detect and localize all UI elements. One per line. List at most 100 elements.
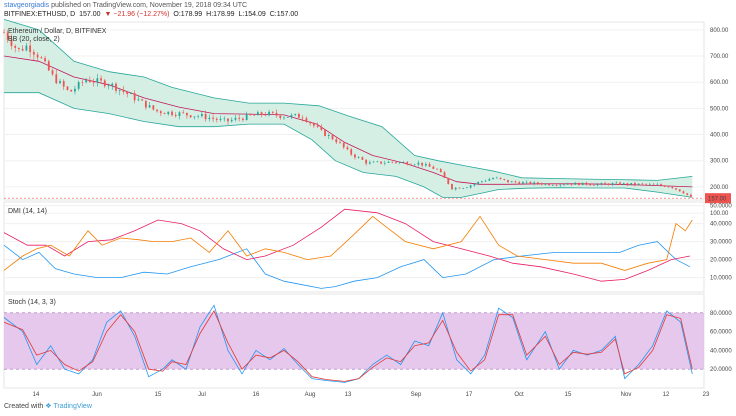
y-tick-label: 200.00 [710, 185, 729, 191]
candle-body [100, 78, 102, 81]
candle-body [47, 61, 50, 71]
chart-canvas[interactable]: 157.00 800.00 700.00 600.00 500.00 400.00 300.… [0, 0, 736, 400]
candle-body [260, 112, 263, 115]
x-tick-label: 15 [565, 392, 572, 398]
last-price-tag-label: 157.00 [708, 197, 727, 203]
candle-body [126, 91, 129, 94]
stoch-band [4, 312, 704, 370]
candle-body [510, 181, 513, 183]
y-tick-label: 500.00 [710, 106, 729, 112]
candle-body [141, 99, 144, 101]
candle-body [85, 80, 88, 83]
bollinger-band-fill [4, 19, 693, 198]
x-tick-label: Jun [92, 392, 102, 398]
candle-body [536, 182, 539, 184]
candle-body [488, 179, 491, 181]
candle-body [380, 161, 382, 164]
candle-body [77, 82, 80, 89]
candle-body [200, 113, 203, 117]
candle-body [495, 177, 498, 179]
footer: Created with ❖ TradingView [4, 402, 92, 410]
candle-body [503, 178, 506, 180]
candle-body [499, 177, 502, 179]
x-tick-label: Nov [621, 392, 632, 398]
candle-body [283, 117, 285, 119]
publish-info: stavgeorgiadis published on TradingView.… [4, 2, 247, 9]
candle-body [197, 116, 200, 117]
candle-body [458, 187, 461, 189]
pane-frame-1 [3, 21, 705, 201]
candle-body [600, 183, 603, 185]
candle-body [62, 81, 65, 87]
candle-body [309, 121, 312, 124]
candle-body [212, 117, 214, 119]
candle-body [570, 184, 573, 185]
candle-body [107, 85, 110, 87]
candle-body [163, 113, 166, 115]
candle-body [551, 185, 554, 186]
y-tick-label: 10.0000 [710, 276, 732, 282]
x-tick-label: 23 [703, 392, 710, 398]
candle-body [387, 161, 390, 163]
candle-body [383, 162, 386, 164]
bollinger-basis [3, 55, 693, 188]
bollinger-lower-band [4, 92, 693, 198]
candle-body [656, 184, 659, 185]
low-value: L:154.09 [238, 11, 266, 18]
candle-body [227, 118, 229, 122]
stoch-line-d [3, 310, 693, 382]
y-tick-label: 80.0000 [710, 311, 732, 317]
candle-body [204, 113, 207, 120]
x-tick-label: 13 [345, 392, 352, 398]
candle-body [522, 182, 524, 184]
x-tick-label: Aug [305, 392, 316, 398]
candle-body [589, 184, 592, 186]
candle-body [581, 182, 584, 186]
y-tick-label: 100.00 [710, 211, 729, 217]
candle-body [305, 118, 308, 122]
candle-body [544, 183, 547, 185]
candle-body [339, 142, 341, 143]
candle-body [230, 119, 233, 122]
candle-body [81, 82, 84, 83]
candle-body [525, 181, 528, 183]
candle-body [574, 182, 577, 185]
candle-body [122, 89, 125, 92]
candle-body [473, 183, 476, 186]
candle-body [447, 177, 450, 184]
candle-body [402, 162, 405, 163]
candle-body [607, 183, 610, 185]
candle-body [32, 51, 35, 55]
open-value: O:178.99 [173, 11, 203, 18]
candle-body [548, 183, 550, 186]
candle-body [365, 159, 368, 164]
candle-body [645, 183, 648, 185]
candle-body [368, 162, 371, 164]
brand-name[interactable]: TradingView [53, 403, 92, 410]
candle-body [469, 185, 472, 188]
candle-body [690, 194, 692, 197]
candle-body [346, 147, 349, 150]
y-tick-label: 600.00 [710, 80, 729, 86]
candle-body [660, 184, 662, 186]
candle-body [428, 164, 431, 167]
author-link[interactable]: stavgeorgiadis [4, 2, 50, 9]
candle-body [417, 162, 420, 165]
candle-body [36, 54, 39, 58]
candle-body [249, 114, 252, 116]
candle-body [186, 112, 188, 116]
publish-info-text: published on TradingView.com, November 1… [51, 2, 248, 9]
candle-body [55, 74, 58, 84]
candle-body [298, 114, 300, 118]
candle-body [678, 189, 681, 192]
candle-body [40, 57, 43, 59]
candle-body [174, 115, 177, 117]
high-value: H:178.99 [206, 11, 235, 18]
y-tick-label: 50.0000 [710, 204, 732, 210]
candle-body [634, 183, 636, 185]
candle-body [137, 99, 140, 101]
candle-body [238, 117, 241, 119]
candle-body [596, 184, 599, 186]
candle-body [331, 135, 334, 140]
symbol-name: BITFINEX:ETHUSD, D [4, 11, 76, 18]
